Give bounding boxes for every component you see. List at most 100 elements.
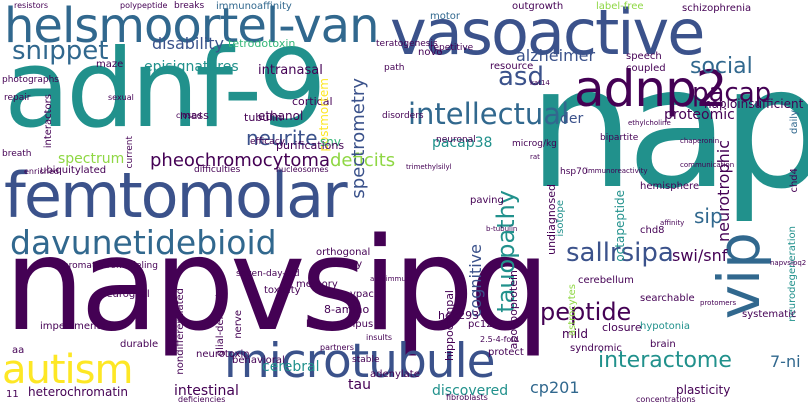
cloud-word-neurodegeneration: neurodegeneration [787, 226, 798, 322]
cloud-word-disorders: disorders [382, 111, 424, 121]
cloud-word-rat: rat [530, 153, 540, 161]
cloud-word-b-tubulin: b-tubulin [486, 225, 518, 233]
cloud-word-ethylcholine: ethylcholine [628, 119, 671, 127]
cloud-word-chromatin-remodeling: chromatin-remodeling [58, 261, 158, 271]
cloud-word-pacap: pacap [692, 78, 772, 108]
cloud-word-hippocampus: hippocampus [306, 319, 374, 330]
cloud-word-tetrodotoxin: tetrodotoxin [228, 37, 296, 50]
cloud-word-microg-kg: microg/kg [512, 139, 557, 149]
cloud-word-path: path [384, 63, 405, 73]
cloud-word-microtubule: microtubule [224, 334, 496, 389]
cloud-word-immunoaffinity: immunoaffinity [216, 1, 292, 12]
cloud-word-8-amino: 8-amino [324, 303, 370, 316]
cloud-word-photographs: photographs [2, 75, 59, 85]
cloud-word-cerebellum: cerebellum [578, 275, 634, 286]
cloud-word-11: 11 [6, 389, 19, 400]
cloud-word-nondifferentiated: nondifferentiated [175, 288, 186, 375]
cloud-word-asd: asd [498, 62, 544, 92]
cloud-word-maze: maze [96, 59, 124, 70]
cloud-word-resource: resource [490, 61, 534, 72]
cloud-word-array: array [336, 259, 363, 270]
cloud-word-autism: autism [2, 347, 133, 393]
cloud-word-neurotoxin: neurotoxin [196, 349, 250, 360]
cloud-word-label-free: label-free [596, 1, 644, 12]
cloud-word-enriched: enriched [24, 167, 59, 176]
cloud-word-napvsipq: napvsipq [4, 211, 550, 360]
cloud-word-resistors: resistors [14, 1, 49, 10]
cloud-word-social: social [690, 54, 753, 79]
cloud-word-cp201: cp201 [530, 378, 580, 397]
cloud-word-ethanol: ethanol [258, 109, 304, 123]
cloud-word-pc12: pc12 [468, 319, 493, 330]
cloud-word-behavioral: behavioral [232, 355, 285, 366]
cloud-word-der: der [560, 111, 584, 127]
cloud-word-sexual: sexual [108, 93, 134, 102]
cloud-word-vpac2: vpac2 [350, 289, 381, 300]
cloud-word-toxicity: toxicity [264, 285, 301, 296]
cloud-word-chd8: chd8 [640, 225, 665, 236]
cloud-word-octapeptide: octapeptide [613, 190, 627, 262]
cloud-word-kat14: kat14 [530, 79, 550, 87]
cloud-word-systematic: systematic [742, 309, 797, 320]
cloud-word-brain: brain [650, 339, 676, 350]
cloud-word-speech: speech [626, 51, 662, 62]
cloud-word-disability: disability [152, 34, 224, 53]
cloud-word-mass: mass [180, 109, 209, 122]
cloud-word-davunetidebioid: davunetidebioid [10, 223, 277, 262]
cloud-word-closure: closure [602, 321, 642, 334]
cloud-word-motor: motor [430, 11, 461, 22]
cloud-word-interactome: interactome [598, 348, 732, 373]
cloud-word-fibroblasts: fibroblasts [446, 393, 488, 402]
cloud-word-glial-derived: glial-derived [215, 294, 226, 357]
cloud-word-isotope: isotope [555, 200, 566, 237]
cloud-word-stable: stable [352, 355, 380, 365]
cloud-word-protomers: protomers [700, 299, 737, 307]
cloud-word-durable: durable [120, 339, 159, 350]
cloud-word-neuroglial: neuroglial [100, 289, 150, 300]
cloud-word-snv: snv [320, 135, 341, 149]
cloud-word-repetitive: repetitive [430, 43, 474, 53]
cloud-word-breaks: breaks [174, 1, 205, 11]
cloud-word-alzheimer: alzheimer [516, 46, 596, 65]
cloud-word-nucleosomes: nucleosomes [276, 165, 329, 174]
cloud-word-mild: mild [562, 327, 588, 341]
cloud-word-episignatures: episignatures [144, 59, 239, 75]
cloud-word-interactors: interactors [43, 94, 54, 149]
cloud-word-autoimmunity: autoimmunity [370, 275, 420, 283]
cloud-word-schizophrenia: schizophrenia [682, 3, 752, 14]
cloud-word-novo: novo [418, 47, 443, 58]
cloud-word-napvsipq2: napvsipq2 [770, 259, 807, 267]
cloud-word-seven-day-old: seven-day-old [236, 269, 300, 279]
cloud-word-peptide: peptide [540, 298, 632, 326]
cloud-word-helsmoortel-van: helsmoortel-van [4, 0, 379, 54]
cloud-word-cognitive: cognitive [466, 244, 485, 318]
cloud-word-difficulties: difficulties [194, 165, 241, 175]
cloud-word-trimethylsilyl: trimethylsilyl [406, 163, 452, 171]
cloud-word-efficacy: efficacy [250, 137, 285, 147]
cloud-word-hemisphere: hemisphere [640, 181, 700, 192]
cloud-word-aa: aa [12, 345, 25, 356]
cloud-word-discovered: discovered [432, 383, 509, 399]
cloud-word-adenylate: adenylate [370, 369, 420, 380]
cloud-word-impediments: impediments [40, 321, 106, 332]
cloud-word-chaperonin: chaperonin [680, 137, 720, 145]
cloud-word-nap: nap [528, 30, 808, 226]
cloud-word-teratogenesis: teratogenesis [376, 39, 438, 49]
cloud-word-purifications: purifications [276, 139, 345, 152]
cloud-word-cortical: cortical [292, 95, 333, 108]
cloud-word-closed: closed [176, 111, 202, 120]
cloud-word-neurite: neurite [246, 126, 318, 150]
cloud-word-swisnf: swi/snf [672, 246, 728, 265]
cloud-word-hippocampal: hippocampal [443, 290, 456, 362]
cloud-word-intranasal: intranasal [258, 63, 323, 78]
cloud-word-sip: sip [694, 204, 723, 228]
cloud-word-2-5-4-fold: 2.5-4-fold [480, 335, 519, 344]
cloud-word-protect: protect [488, 347, 524, 358]
cloud-word-proteomic: proteomic [664, 107, 735, 123]
cloud-word-orthogonal: orthogonal [316, 247, 371, 258]
cloud-word-hek293: hek293 [438, 309, 480, 322]
cloud-word-intestinal: intestinal [174, 383, 239, 399]
cloud-word-deficiencies: deficiencies [178, 395, 226, 404]
cloud-word-syndromic: syndromic [570, 343, 622, 354]
